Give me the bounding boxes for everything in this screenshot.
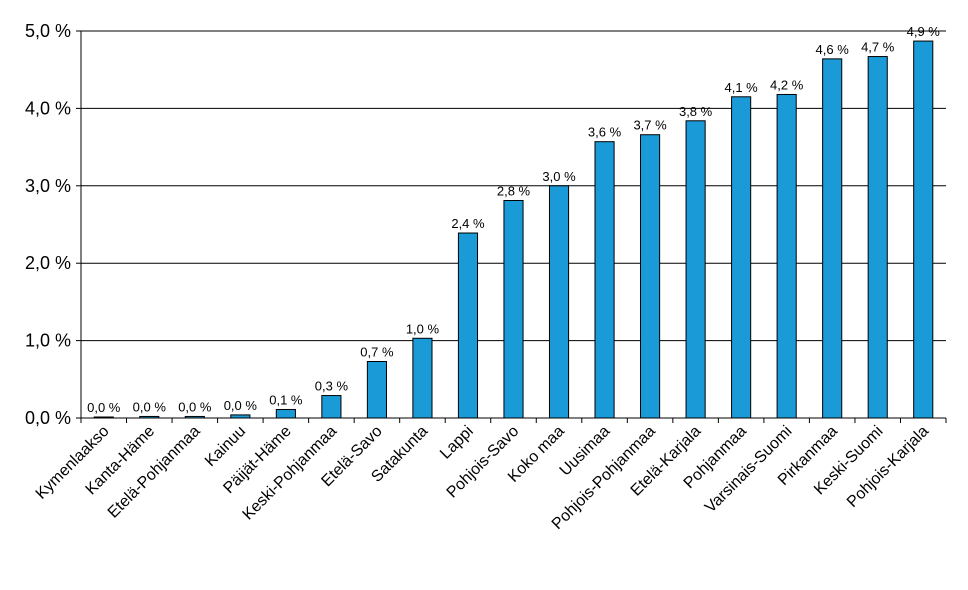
gridlines bbox=[81, 30, 946, 342]
y-tick-label: 1,0 % bbox=[25, 331, 71, 351]
data-label: 1,0 % bbox=[406, 321, 440, 336]
y-tick-label: 0,0 % bbox=[25, 408, 71, 428]
data-label: 0,0 % bbox=[87, 400, 121, 415]
bar bbox=[867, 56, 888, 419]
bar bbox=[275, 408, 296, 419]
bar bbox=[457, 232, 479, 419]
bar bbox=[548, 185, 570, 419]
y-tick-label: 2,0 % bbox=[25, 253, 71, 273]
x-axis: KymenlaaksoKanta-HämeEtelä-PohjanmaaKain… bbox=[33, 417, 947, 533]
bar bbox=[776, 93, 797, 419]
data-label: 4,7 % bbox=[861, 40, 895, 55]
data-labels: 0,0 % 0,0 % 0,0 % 0,0 % 0,1 % 0,3 % 0,7 % 1,0 %… bbox=[87, 24, 940, 415]
bar bbox=[594, 141, 615, 419]
data-label: 3,6 % bbox=[588, 125, 622, 140]
data-label: 0,0 % bbox=[224, 398, 258, 413]
data-label: 0,3 % bbox=[315, 379, 349, 394]
bar bbox=[366, 360, 387, 419]
data-label: 0,7 % bbox=[360, 344, 394, 359]
bar bbox=[321, 395, 342, 419]
data-label: 3,7 % bbox=[633, 118, 667, 133]
data-label: 4,6 % bbox=[816, 42, 850, 57]
bar bbox=[822, 58, 843, 419]
data-label: 2,4 % bbox=[451, 216, 485, 231]
data-label: 4,2 % bbox=[770, 77, 804, 92]
x-tick-label: Pohjois-Karjala bbox=[844, 423, 932, 511]
bar bbox=[731, 96, 752, 419]
y-tick-label: 3,0 % bbox=[25, 176, 71, 196]
bar bbox=[640, 134, 661, 419]
y-tick-label: 5,0 % bbox=[25, 21, 71, 41]
bar bbox=[913, 40, 934, 419]
data-label: 3,0 % bbox=[542, 169, 576, 184]
bar bbox=[412, 337, 433, 419]
bars bbox=[93, 40, 934, 419]
y-axis: 0,0 % 1,0 % 2,0 % 3,0 % 4,0 % 5,0 % bbox=[25, 21, 82, 428]
data-label: 3,8 % bbox=[679, 104, 713, 119]
bar bbox=[503, 200, 524, 419]
y-tick-label: 4,0 % bbox=[25, 98, 71, 118]
data-label: 0,0 % bbox=[178, 399, 212, 414]
data-label: 0,1 % bbox=[269, 392, 303, 407]
data-label: 4,9 % bbox=[907, 24, 941, 39]
x-tick-label: Lappi bbox=[437, 423, 477, 463]
data-label: 0,0 % bbox=[133, 399, 167, 414]
data-label: 4,1 % bbox=[725, 80, 759, 95]
bar bbox=[685, 120, 706, 419]
data-label: 2,8 % bbox=[497, 184, 531, 199]
